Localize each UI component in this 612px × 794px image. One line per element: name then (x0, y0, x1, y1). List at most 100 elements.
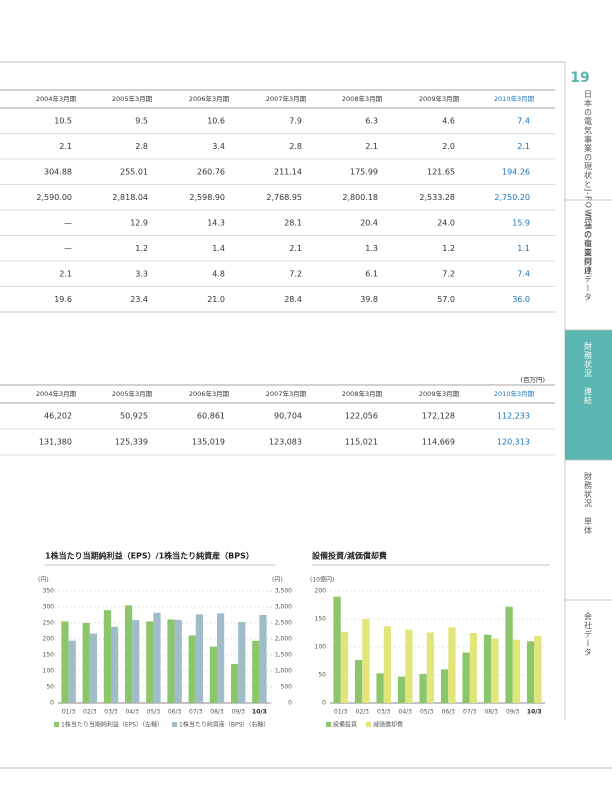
y-tick-label: 300 (43, 604, 55, 611)
table-cell: — (64, 244, 72, 253)
x-tick-label: 05/3 (420, 709, 434, 716)
table-cell: 2.1 (59, 142, 72, 151)
table-cell: 2.1 (289, 244, 302, 253)
table-cell: 2.8 (289, 142, 302, 151)
y2-tick-label: 500 (281, 684, 293, 691)
table-cell: 19.6 (54, 295, 72, 304)
column-header: 2005年3月期 (112, 389, 153, 398)
table-cell: 115,021 (345, 438, 378, 447)
table-cell: — (64, 218, 72, 227)
y-tick-label: 200 (315, 588, 327, 595)
column-header: 2007年3月期 (266, 389, 307, 398)
column-header: 2010年3月期 (494, 94, 535, 103)
table-cell: 2,533.28 (419, 193, 455, 202)
table-cell: 10.5 (54, 116, 72, 125)
sidebar-tab[interactable]: 財務状況 連結 (584, 341, 593, 405)
bar (124, 605, 133, 703)
bar (462, 652, 470, 703)
column-header: 2009年3月期 (419, 389, 460, 398)
sidebar-tab[interactable]: 日本の電気事業の現状とJ-POWERの位置付け (584, 90, 593, 276)
table-cell: 7.9 (289, 116, 302, 125)
bar (383, 626, 392, 703)
y-tick-label: 0 (322, 700, 326, 707)
table-cell: 6.1 (365, 269, 378, 278)
sidebar-tab[interactable]: 当社の事業関連データ (584, 211, 593, 302)
table-cell: 112,233 (497, 412, 530, 421)
bar (209, 646, 217, 703)
bar (259, 614, 267, 703)
table-cell: 50,925 (120, 412, 148, 421)
chart-title: 1株当たり当期純利益（EPS）/1株当たり純資産（BPS） (45, 551, 254, 561)
column-header: 2004年3月期 (36, 389, 77, 398)
column-header: 2007年3月期 (266, 94, 307, 103)
x-tick-label: 02/3 (83, 709, 97, 716)
x-tick-label: 01/3 (334, 709, 348, 716)
table-cell: 39.8 (360, 295, 378, 304)
bar (61, 621, 69, 703)
bar (333, 596, 341, 703)
y2-tick-label: 3,500 (275, 588, 292, 595)
table-cell: 122,056 (345, 412, 378, 421)
table-cell: 2.1 (59, 269, 72, 278)
x-tick-label: 09/3 (506, 709, 520, 716)
table-cell: 2.0 (442, 142, 455, 151)
x-tick-label: 06/3 (168, 709, 182, 716)
y-tick-label: 50 (318, 672, 326, 679)
table-cell: 194.26 (502, 167, 530, 176)
table-cell: 2.1 (365, 142, 378, 151)
table-cell: 211.14 (274, 167, 302, 176)
table-cell: 7.2 (289, 269, 302, 278)
column-header: 2009年3月期 (419, 94, 460, 103)
y-tick-label: 350 (43, 588, 55, 595)
x-tick-label: 10/3 (252, 709, 267, 716)
table-cell: 1.1 (517, 244, 530, 253)
chart-title: 設備投資/減価償却費 (312, 551, 387, 561)
table-cell: 2.1 (517, 142, 530, 151)
table-cell: 60,861 (197, 412, 225, 421)
table-cell: 10.6 (207, 116, 225, 125)
y2-tick-label: 1,000 (275, 668, 292, 675)
table-cell: 175.99 (350, 167, 378, 176)
sidebar-tab[interactable]: 会社データ (584, 611, 593, 657)
bar (195, 614, 204, 703)
x-tick-label: 04/3 (125, 709, 139, 716)
bar (505, 606, 513, 703)
bar (397, 676, 406, 703)
table-cell: 90,704 (274, 412, 302, 421)
y2-tick-label: 0 (288, 700, 292, 707)
table-cell: 15.9 (512, 218, 530, 227)
bar (103, 610, 111, 703)
table-cell: 1.2 (442, 244, 455, 253)
x-tick-label: 07/3 (189, 709, 203, 716)
x-tick-label: 03/3 (377, 709, 391, 716)
y2-tick-label: 1,500 (275, 652, 292, 659)
active-tab (565, 330, 612, 460)
sidebar-tab[interactable]: 財務状況 単体 (584, 471, 593, 535)
bar (167, 619, 175, 703)
column-header: 2004年3月期 (36, 94, 77, 103)
bar (405, 629, 413, 703)
bar (238, 621, 246, 703)
table-cell: 2.8 (135, 142, 148, 151)
table-cell: 24.0 (437, 218, 455, 227)
table-cell: 7.4 (517, 269, 530, 278)
x-tick-label: 09/3 (231, 709, 245, 716)
table-cell: 6.3 (365, 116, 378, 125)
y-tick-label: 200 (43, 636, 55, 643)
table-cell: 28.4 (284, 295, 302, 304)
table-cell: 2,768.95 (266, 193, 302, 202)
legend-label: 1株当たり当期純利益（EPS）（左軸） (61, 721, 163, 729)
bar (111, 626, 119, 703)
bar (82, 623, 90, 703)
legend-label: 減価償却費 (373, 721, 403, 729)
table-cell: 123,083 (269, 438, 302, 447)
table-cell: 2,598.90 (189, 193, 225, 202)
bar (526, 641, 535, 703)
y-tick-label: 150 (43, 652, 55, 659)
bar (230, 664, 239, 703)
table-cell: 1.4 (212, 244, 225, 253)
column-header: 2010年3月期 (494, 389, 535, 398)
x-tick-label: 04/3 (399, 709, 413, 716)
x-tick-label: 07/3 (463, 709, 477, 716)
